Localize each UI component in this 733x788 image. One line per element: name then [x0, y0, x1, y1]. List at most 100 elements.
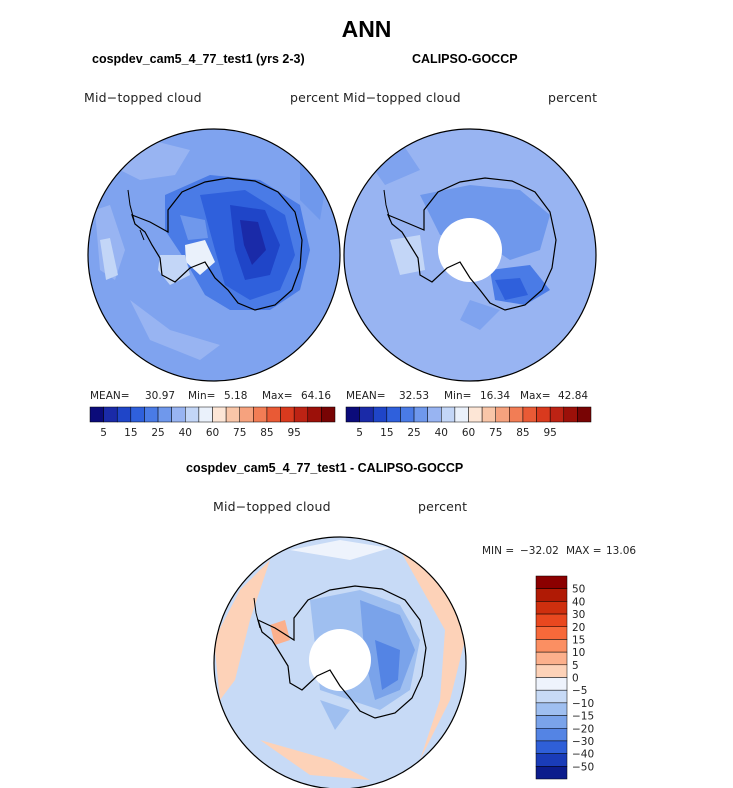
diff-colorbar-tick-label: 0: [572, 673, 579, 685]
right-map: [343, 128, 597, 382]
right-colorbar-swatch: [563, 406, 578, 423]
left-colorbar-swatch: [103, 406, 118, 423]
left-colorbar-swatch: [116, 406, 132, 423]
right-colorbar-tick-label: 25: [407, 427, 420, 439]
diff-map-antarctica-coastline: [256, 585, 427, 719]
left-mean-label: MEAN=: [90, 390, 130, 402]
left-colorbar-swatch: [185, 406, 200, 423]
diff-colorbar-tick-label: 10: [572, 647, 585, 659]
diff-colorbar-tick-label: 50: [572, 584, 585, 596]
right-map-antarctica-coastline: [386, 177, 557, 311]
diff-map-band: [375, 640, 400, 690]
diff-units-label: percent: [418, 499, 468, 514]
left-colorbar-tick-label: 25: [151, 427, 164, 439]
diff-colorbar-tick-label: 30: [572, 609, 585, 621]
left-colorbar-tick-label: 60: [206, 427, 219, 439]
left-colorbar-swatch: [280, 406, 295, 423]
left-colorbar-tick-label: 40: [179, 427, 192, 439]
diff-colorbar-swatch: [535, 753, 568, 767]
right-colorbar-swatch: [495, 406, 510, 423]
diff-colorbar-swatch: [535, 575, 568, 589]
left-map: [87, 128, 341, 382]
right-colorbar-tick-label: 5: [356, 427, 363, 439]
right-colorbar-swatch: [386, 406, 401, 423]
diff-map-polar-hole: [309, 629, 371, 691]
right-colorbar-swatch: [522, 406, 537, 423]
left-max-value: 64.16: [301, 390, 332, 402]
diff-colorbar-swatch: [535, 626, 568, 640]
diff-colorbar-swatch: [535, 588, 568, 602]
diff-colorbar-swatch: [535, 677, 568, 691]
left-colorbar-swatch: [212, 406, 227, 423]
diff-map-border: [213, 536, 467, 788]
diff-colorbar-swatch: [535, 613, 568, 627]
right-mean-value: 32.53: [399, 390, 430, 402]
right-colorbar-swatch: [481, 406, 496, 423]
diff-map-band: [214, 560, 270, 700]
left-colorbar-swatch: [144, 406, 159, 423]
left-units-label: percent: [290, 90, 340, 105]
right-max-label: Max=: [520, 390, 551, 402]
diff-variable-label: Mid−topped cloud: [213, 499, 331, 514]
diff-min-label: MIN =: [482, 545, 515, 557]
right-variable-label: Mid−topped cloud: [343, 90, 461, 105]
left-colorbar-swatch: [293, 406, 309, 423]
diff-map-band: [290, 540, 390, 560]
diff-panel-title: cospdev_cam5_4_77_test1 - CALIPSO-GOCCP: [186, 461, 464, 475]
diff-colorbar-tick-label: 5: [572, 660, 579, 672]
left-colorbar-swatch: [171, 406, 186, 423]
diff-colorbar-tick-label: 40: [572, 596, 585, 608]
diff-colorbar-tick-label: 15: [572, 634, 585, 646]
diff-map-peninsula-coast: [253, 597, 261, 629]
left-map-antarctica-coastline: [131, 177, 303, 311]
left-colorbar-swatch: [198, 406, 213, 423]
right-colorbar-swatch: [577, 406, 592, 423]
right-colorbar-swatch: [345, 406, 360, 423]
left-mean-value: 30.97: [145, 390, 176, 402]
left-colorbar-swatch: [130, 406, 145, 423]
diff-colorbar-swatch: [535, 639, 568, 653]
right-colorbar-swatch: [359, 406, 374, 423]
right-colorbar-tick-label: 15: [380, 427, 393, 439]
diff-max-label: MAX =: [566, 545, 602, 557]
diff-colorbar-tick-label: −30: [572, 736, 594, 748]
right-colorbar-tick-label: 95: [543, 427, 556, 439]
left-colorbar-swatch: [225, 406, 240, 423]
right-colorbar-swatch: [454, 406, 469, 423]
left-colorbar-swatch: [307, 406, 322, 423]
right-map-border: [343, 128, 597, 382]
diff-map: [213, 536, 467, 788]
left-colorbar-tick-label: 75: [233, 427, 246, 439]
diff-max-value: 13.06: [606, 545, 637, 557]
right-map-band: [460, 300, 500, 330]
left-map-band: [240, 220, 266, 265]
left-panel-title: cospdev_cam5_4_77_test1 (yrs 2-3): [92, 52, 305, 66]
right-colorbar-tick-label: 60: [462, 427, 475, 439]
right-colorbar-tick-label: 75: [489, 427, 502, 439]
right-colorbar-swatch: [400, 406, 415, 423]
diff-colorbar-tick-label: 20: [572, 622, 585, 634]
diff-colorbar-tick-label: −10: [572, 698, 594, 710]
right-map-polar-hole: [438, 218, 502, 282]
right-colorbar-swatch: [509, 406, 524, 423]
right-colorbar-swatch: [372, 406, 388, 423]
diff-colorbar-tick-label: −20: [572, 723, 594, 735]
diff-colorbar-swatch: [535, 728, 568, 742]
right-colorbar: 5 15 25 40 60 75 85 95: [345, 406, 592, 439]
diff-map-band: [260, 740, 370, 780]
right-mean-label: MEAN=: [346, 390, 386, 402]
left-min-value: 5.18: [224, 390, 248, 402]
left-colorbar-tick-label: 95: [287, 427, 300, 439]
left-colorbar-swatch: [266, 406, 281, 423]
left-colorbar-swatch: [253, 406, 268, 423]
left-map-band: [130, 300, 220, 360]
diff-colorbar-tick-label: −15: [572, 711, 594, 723]
left-map-band: [100, 238, 118, 280]
diff-colorbar-swatch: [535, 715, 568, 729]
left-map-band: [180, 215, 208, 240]
right-colorbar-swatch: [536, 406, 551, 423]
diff-colorbar-swatch: [535, 651, 568, 666]
left-colorbar-tick-label: 15: [124, 427, 137, 439]
right-panel-title: CALIPSO-GOCCP: [412, 52, 518, 66]
